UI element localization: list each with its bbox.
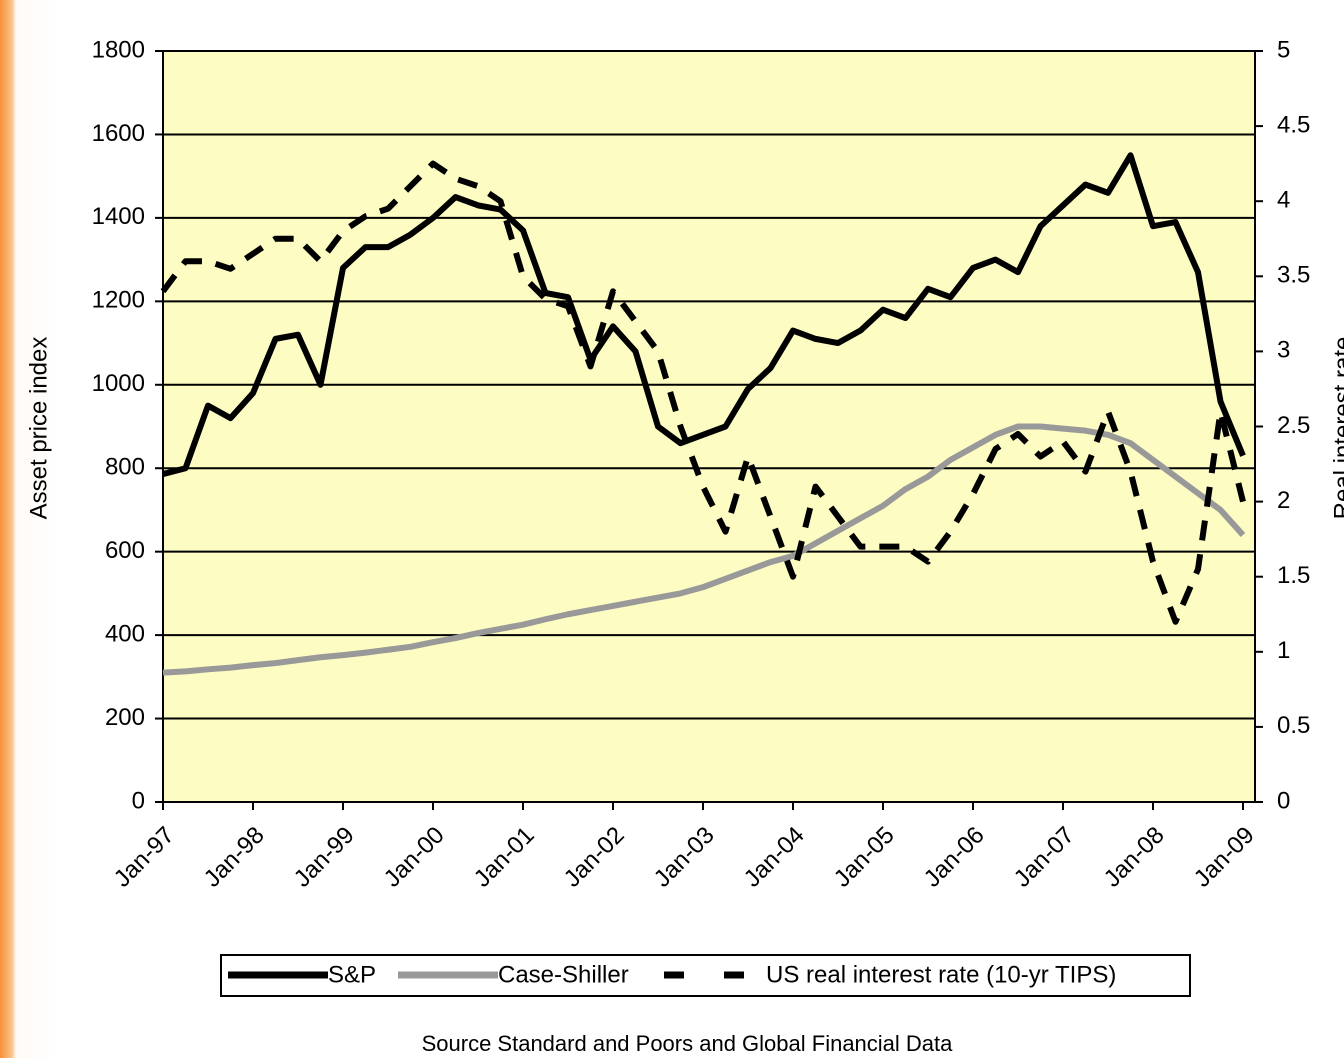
- x-tick-label: Jan-05: [829, 822, 900, 893]
- x-tick-label: Jan-01: [469, 822, 540, 893]
- x-tick-label: Jan-03: [649, 822, 720, 893]
- y2-tick-label: 2.5: [1277, 412, 1310, 439]
- y2-tick-label: 3.5: [1277, 262, 1310, 289]
- legend-label: US real interest rate (10-yr TIPS): [766, 961, 1116, 988]
- y-tick-label: 1400: [92, 203, 145, 230]
- x-tick-label: Jan-99: [289, 822, 360, 893]
- y2-tick-label: 0.5: [1277, 712, 1310, 739]
- series-line: [162, 423, 1246, 676]
- x-tick-label: Jan-97: [109, 822, 180, 893]
- y2-tick-label: 5: [1277, 36, 1290, 63]
- legend-label: Case-Shiller: [498, 961, 629, 988]
- y-tick-label: 200: [105, 704, 145, 731]
- x-tick-label: Jan-06: [919, 822, 990, 893]
- x-tick-label: Jan-08: [1099, 822, 1170, 893]
- y-tick-label: 1600: [92, 120, 145, 147]
- y-tick-label: 0: [132, 787, 145, 814]
- x-tick-label: Jan-07: [1009, 822, 1080, 893]
- y2-tick-label: 1.5: [1277, 562, 1310, 589]
- y-axis-label: Asset price index: [25, 337, 52, 520]
- legend-box: [220, 954, 1191, 997]
- plot-area: [163, 51, 1255, 802]
- y-tick-label: 400: [105, 620, 145, 647]
- y2-tick-label: 4.5: [1277, 111, 1310, 138]
- y2-tick-label: 1: [1277, 637, 1290, 664]
- x-tick-label: Jan-02: [559, 822, 630, 893]
- y-tick-label: 1800: [92, 36, 145, 63]
- y2-tick-label: 0: [1277, 787, 1290, 814]
- y2-tick-label: 2: [1277, 487, 1290, 514]
- y-tick-label: 600: [105, 537, 145, 564]
- y-tick-label: 800: [105, 454, 145, 481]
- y-tick-label: 1000: [92, 370, 145, 397]
- y-tick-label: 1200: [92, 287, 145, 314]
- series-line: [162, 152, 1246, 477]
- y2-tick-label: 4: [1277, 187, 1290, 214]
- x-tick-label: Jan-98: [199, 822, 270, 893]
- y2-tick-label: 3: [1277, 337, 1290, 364]
- x-tick-label: Jan-04: [739, 822, 810, 893]
- x-tick-label: Jan-09: [1189, 822, 1260, 893]
- y2-axis-label: Real interest rate: [1329, 337, 1344, 520]
- source-note: Source Standard and Poors and Global Fin…: [422, 1031, 954, 1056]
- legend-label: S&P: [328, 961, 376, 988]
- x-tick-label: Jan-00: [379, 822, 450, 893]
